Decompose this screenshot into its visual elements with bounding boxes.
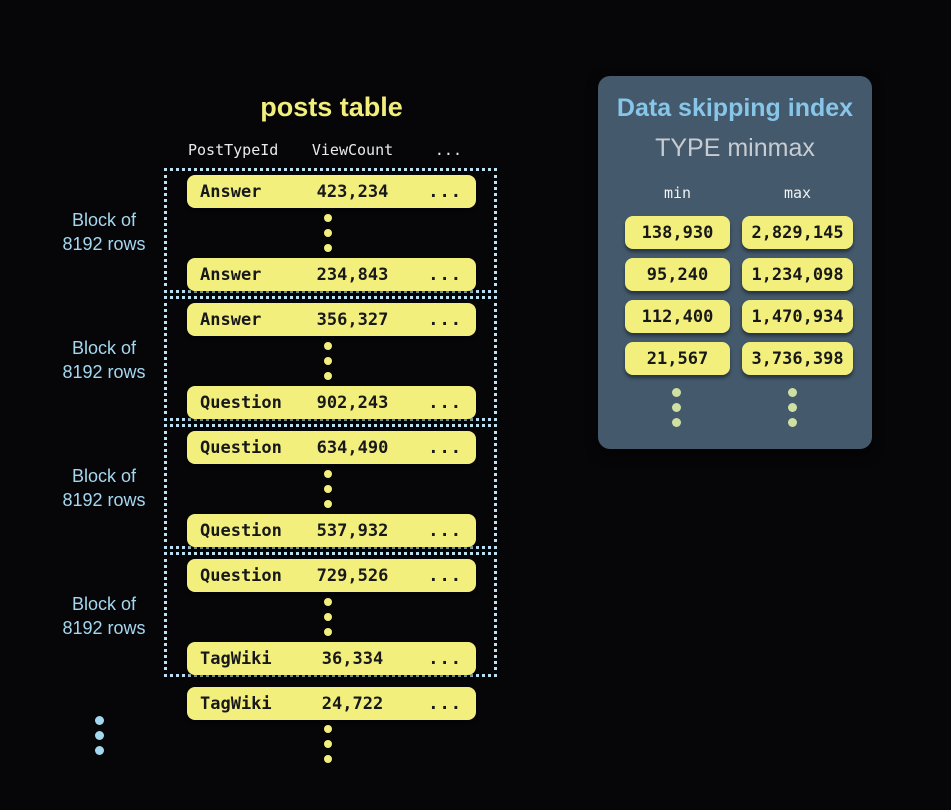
table-row: Answer 423,234 ... [187, 175, 476, 208]
vertical-ellipsis-icon [324, 470, 332, 508]
index-panel-title: Data skipping index [616, 94, 854, 122]
table-row: Question 537,932 ... [187, 514, 476, 547]
column-header-min: min [663, 184, 692, 202]
row-post-type: Question [200, 392, 282, 413]
row-post-type: Question [200, 565, 282, 586]
vertical-ellipsis-icon [95, 716, 104, 755]
row-ellipsis: ... [428, 437, 462, 458]
block-size-label: Block of 8192 rows [62, 466, 146, 510]
block-size-label: Block of 8192 rows [62, 338, 146, 382]
table-row: Answer 356,327 ... [187, 303, 476, 336]
vertical-ellipsis-icon [324, 342, 332, 380]
index-panel-subtitle: TYPE minmax [655, 134, 815, 162]
row-ellipsis: ... [428, 648, 462, 669]
row-post-type: Answer [200, 181, 262, 202]
table-row: TagWiki 36,334 ... [187, 642, 476, 675]
column-header-viewcount: ViewCount [311, 141, 394, 159]
row-view-count: 36,334 [321, 648, 384, 669]
granule-block-4: Question 729,526 ... TagWiki 36,334 ... [164, 552, 497, 677]
row-post-type: TagWiki [200, 648, 272, 669]
vertical-ellipsis-icon [324, 598, 332, 636]
max-value-pill: 1,234,098 [742, 258, 853, 291]
granule-block-2: Answer 356,327 ... Question 902,243 ... [164, 296, 497, 421]
row-view-count: 537,932 [316, 520, 389, 541]
min-value-pill: 95,240 [625, 258, 730, 291]
row-view-count: 902,243 [316, 392, 389, 413]
row-post-type: TagWiki [200, 693, 272, 714]
row-post-type: Answer [200, 309, 262, 330]
posts-table-column-headers: PostTypeId ViewCount ... [187, 141, 476, 159]
row-view-count: 234,843 [316, 264, 389, 285]
granule-block-1: Answer 423,234 ... Answer 234,843 ... [164, 168, 497, 293]
row-post-type: Question [200, 437, 282, 458]
granule-block-3: Question 634,490 ... Question 537,932 ..… [164, 424, 497, 549]
index-value-grid: 138,930 2,829,145 95,240 1,234,098 112,4… [625, 216, 853, 375]
table-row: Answer 234,843 ... [187, 258, 476, 291]
posts-table-title: posts table [260, 92, 403, 122]
min-value-pill: 112,400 [625, 300, 730, 333]
table-row: Question 634,490 ... [187, 431, 476, 464]
max-value-pill: 3,736,398 [742, 342, 853, 375]
column-header-posttypeid: PostTypeId [188, 141, 279, 159]
vertical-ellipsis-icon [324, 214, 332, 252]
table-row: TagWiki 24,722 ... [187, 687, 476, 720]
table-row: Question 729,526 ... [187, 559, 476, 592]
row-ellipsis: ... [428, 392, 462, 413]
min-value-pill: 21,567 [625, 342, 730, 375]
row-ellipsis: ... [428, 520, 462, 541]
max-value-pill: 1,470,934 [742, 300, 853, 333]
row-ellipsis: ... [428, 565, 462, 586]
row-ellipsis: ... [428, 693, 462, 714]
row-ellipsis: ... [428, 264, 462, 285]
row-view-count: 423,234 [316, 181, 389, 202]
block-size-label: Block of 8192 rows [62, 594, 146, 638]
data-skipping-index-panel: Data skipping index TYPE minmax min max … [598, 76, 872, 449]
index-column-headers: min max [625, 184, 853, 202]
row-ellipsis: ... [428, 309, 462, 330]
block-size-label: Block of 8192 rows [62, 210, 146, 254]
row-post-type: Answer [200, 264, 262, 285]
row-post-type: Question [200, 520, 282, 541]
row-view-count: 356,327 [316, 309, 389, 330]
table-row: Question 902,243 ... [187, 386, 476, 419]
max-value-pill: 2,829,145 [742, 216, 853, 249]
row-view-count: 24,722 [321, 693, 384, 714]
column-header-max: max [783, 184, 812, 202]
row-ellipsis: ... [428, 181, 462, 202]
column-header-ellipsis: ... [434, 141, 462, 159]
min-value-pill: 138,930 [625, 216, 730, 249]
row-view-count: 634,490 [316, 437, 389, 458]
vertical-ellipsis-icon [788, 388, 797, 427]
vertical-ellipsis-icon [672, 388, 681, 427]
row-view-count: 729,526 [316, 565, 389, 586]
vertical-ellipsis-icon [324, 725, 332, 763]
